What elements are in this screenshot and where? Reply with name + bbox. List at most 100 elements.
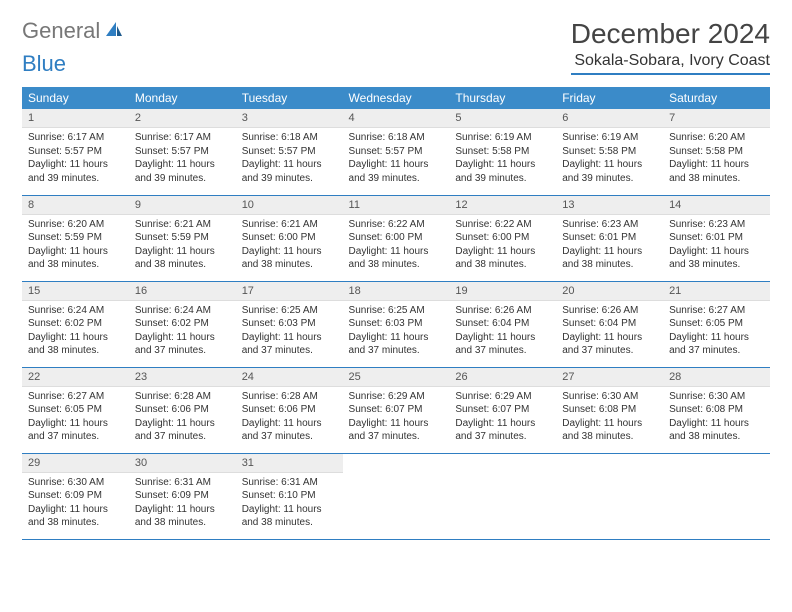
calendar-cell: 27Sunrise: 6:30 AMSunset: 6:08 PMDayligh…: [556, 367, 663, 453]
calendar-cell: 25Sunrise: 6:29 AMSunset: 6:07 PMDayligh…: [343, 367, 450, 453]
day-number: 24: [236, 368, 343, 387]
day-number: 19: [449, 282, 556, 301]
day-body: Sunrise: 6:20 AMSunset: 5:58 PMDaylight:…: [663, 128, 770, 191]
calendar-cell: 11Sunrise: 6:22 AMSunset: 6:00 PMDayligh…: [343, 195, 450, 281]
calendar-cell: 20Sunrise: 6:26 AMSunset: 6:04 PMDayligh…: [556, 281, 663, 367]
day-number: 5: [449, 109, 556, 128]
calendar-cell: 7Sunrise: 6:20 AMSunset: 5:58 PMDaylight…: [663, 109, 770, 195]
day-body: Sunrise: 6:24 AMSunset: 6:02 PMDaylight:…: [22, 301, 129, 364]
day-number: 14: [663, 196, 770, 215]
calendar-cell: [663, 453, 770, 539]
calendar-cell: 6Sunrise: 6:19 AMSunset: 5:58 PMDaylight…: [556, 109, 663, 195]
weekday-header: Monday: [129, 87, 236, 109]
day-body: Sunrise: 6:29 AMSunset: 6:07 PMDaylight:…: [449, 387, 556, 450]
weekday-header: Sunday: [22, 87, 129, 109]
day-number: 12: [449, 196, 556, 215]
calendar-cell: 2Sunrise: 6:17 AMSunset: 5:57 PMDaylight…: [129, 109, 236, 195]
calendar-cell: 15Sunrise: 6:24 AMSunset: 6:02 PMDayligh…: [22, 281, 129, 367]
calendar-cell: 23Sunrise: 6:28 AMSunset: 6:06 PMDayligh…: [129, 367, 236, 453]
day-body: Sunrise: 6:20 AMSunset: 5:59 PMDaylight:…: [22, 215, 129, 278]
day-body: Sunrise: 6:21 AMSunset: 6:00 PMDaylight:…: [236, 215, 343, 278]
calendar-cell: [556, 453, 663, 539]
weekday-header-row: Sunday Monday Tuesday Wednesday Thursday…: [22, 87, 770, 109]
calendar-cell: 18Sunrise: 6:25 AMSunset: 6:03 PMDayligh…: [343, 281, 450, 367]
calendar-cell: 28Sunrise: 6:30 AMSunset: 6:08 PMDayligh…: [663, 367, 770, 453]
day-body: Sunrise: 6:22 AMSunset: 6:00 PMDaylight:…: [449, 215, 556, 278]
calendar-row: 8Sunrise: 6:20 AMSunset: 5:59 PMDaylight…: [22, 195, 770, 281]
day-body: Sunrise: 6:25 AMSunset: 6:03 PMDaylight:…: [343, 301, 450, 364]
day-number: 23: [129, 368, 236, 387]
month-title: December 2024: [571, 18, 770, 50]
day-body: Sunrise: 6:28 AMSunset: 6:06 PMDaylight:…: [236, 387, 343, 450]
calendar-cell: 3Sunrise: 6:18 AMSunset: 5:57 PMDaylight…: [236, 109, 343, 195]
day-body: Sunrise: 6:22 AMSunset: 6:00 PMDaylight:…: [343, 215, 450, 278]
day-body: Sunrise: 6:17 AMSunset: 5:57 PMDaylight:…: [129, 128, 236, 191]
day-number: 4: [343, 109, 450, 128]
day-body: Sunrise: 6:19 AMSunset: 5:58 PMDaylight:…: [556, 128, 663, 191]
day-number: 10: [236, 196, 343, 215]
day-number: 9: [129, 196, 236, 215]
day-number: 28: [663, 368, 770, 387]
day-number: 1: [22, 109, 129, 128]
day-body: Sunrise: 6:23 AMSunset: 6:01 PMDaylight:…: [556, 215, 663, 278]
day-body: Sunrise: 6:26 AMSunset: 6:04 PMDaylight:…: [556, 301, 663, 364]
calendar-cell: 1Sunrise: 6:17 AMSunset: 5:57 PMDaylight…: [22, 109, 129, 195]
day-body: Sunrise: 6:18 AMSunset: 5:57 PMDaylight:…: [343, 128, 450, 191]
day-number: 29: [22, 454, 129, 473]
calendar-row: 29Sunrise: 6:30 AMSunset: 6:09 PMDayligh…: [22, 453, 770, 539]
weekday-header: Tuesday: [236, 87, 343, 109]
day-body: Sunrise: 6:28 AMSunset: 6:06 PMDaylight:…: [129, 387, 236, 450]
day-number: 6: [556, 109, 663, 128]
calendar-cell: 31Sunrise: 6:31 AMSunset: 6:10 PMDayligh…: [236, 453, 343, 539]
day-number: 26: [449, 368, 556, 387]
calendar-cell: 29Sunrise: 6:30 AMSunset: 6:09 PMDayligh…: [22, 453, 129, 539]
day-body: Sunrise: 6:18 AMSunset: 5:57 PMDaylight:…: [236, 128, 343, 191]
day-number: 16: [129, 282, 236, 301]
sail-icon: [104, 18, 124, 44]
day-body: Sunrise: 6:27 AMSunset: 6:05 PMDaylight:…: [663, 301, 770, 364]
calendar-row: 22Sunrise: 6:27 AMSunset: 6:05 PMDayligh…: [22, 367, 770, 453]
weekday-header: Wednesday: [343, 87, 450, 109]
day-body: Sunrise: 6:30 AMSunset: 6:08 PMDaylight:…: [663, 387, 770, 450]
day-number: 30: [129, 454, 236, 473]
day-number: 17: [236, 282, 343, 301]
day-number: 7: [663, 109, 770, 128]
day-body: Sunrise: 6:24 AMSunset: 6:02 PMDaylight:…: [129, 301, 236, 364]
calendar-cell: 30Sunrise: 6:31 AMSunset: 6:09 PMDayligh…: [129, 453, 236, 539]
day-number: 27: [556, 368, 663, 387]
day-number: 20: [556, 282, 663, 301]
weekday-header: Friday: [556, 87, 663, 109]
day-body: Sunrise: 6:26 AMSunset: 6:04 PMDaylight:…: [449, 301, 556, 364]
day-number: 11: [343, 196, 450, 215]
calendar-cell: 22Sunrise: 6:27 AMSunset: 6:05 PMDayligh…: [22, 367, 129, 453]
weekday-header: Thursday: [449, 87, 556, 109]
calendar-cell: [449, 453, 556, 539]
day-number: 31: [236, 454, 343, 473]
calendar-cell: 17Sunrise: 6:25 AMSunset: 6:03 PMDayligh…: [236, 281, 343, 367]
calendar-cell: [343, 453, 450, 539]
calendar-row: 1Sunrise: 6:17 AMSunset: 5:57 PMDaylight…: [22, 109, 770, 195]
logo-text-general: General: [22, 18, 100, 44]
day-number: 3: [236, 109, 343, 128]
calendar-cell: 8Sunrise: 6:20 AMSunset: 5:59 PMDaylight…: [22, 195, 129, 281]
day-number: 25: [343, 368, 450, 387]
logo-text-blue: Blue: [22, 51, 770, 77]
day-number: 21: [663, 282, 770, 301]
day-number: 18: [343, 282, 450, 301]
calendar-cell: 21Sunrise: 6:27 AMSunset: 6:05 PMDayligh…: [663, 281, 770, 367]
weekday-header: Saturday: [663, 87, 770, 109]
calendar-cell: 13Sunrise: 6:23 AMSunset: 6:01 PMDayligh…: [556, 195, 663, 281]
day-number: 15: [22, 282, 129, 301]
day-body: Sunrise: 6:30 AMSunset: 6:09 PMDaylight:…: [22, 473, 129, 536]
calendar-table: Sunday Monday Tuesday Wednesday Thursday…: [22, 87, 770, 540]
day-number: 8: [22, 196, 129, 215]
day-body: Sunrise: 6:21 AMSunset: 5:59 PMDaylight:…: [129, 215, 236, 278]
logo: General: [22, 18, 124, 44]
calendar-cell: 26Sunrise: 6:29 AMSunset: 6:07 PMDayligh…: [449, 367, 556, 453]
day-body: Sunrise: 6:30 AMSunset: 6:08 PMDaylight:…: [556, 387, 663, 450]
calendar-cell: 24Sunrise: 6:28 AMSunset: 6:06 PMDayligh…: [236, 367, 343, 453]
calendar-cell: 5Sunrise: 6:19 AMSunset: 5:58 PMDaylight…: [449, 109, 556, 195]
day-body: Sunrise: 6:27 AMSunset: 6:05 PMDaylight:…: [22, 387, 129, 450]
calendar-cell: 16Sunrise: 6:24 AMSunset: 6:02 PMDayligh…: [129, 281, 236, 367]
day-number: 2: [129, 109, 236, 128]
